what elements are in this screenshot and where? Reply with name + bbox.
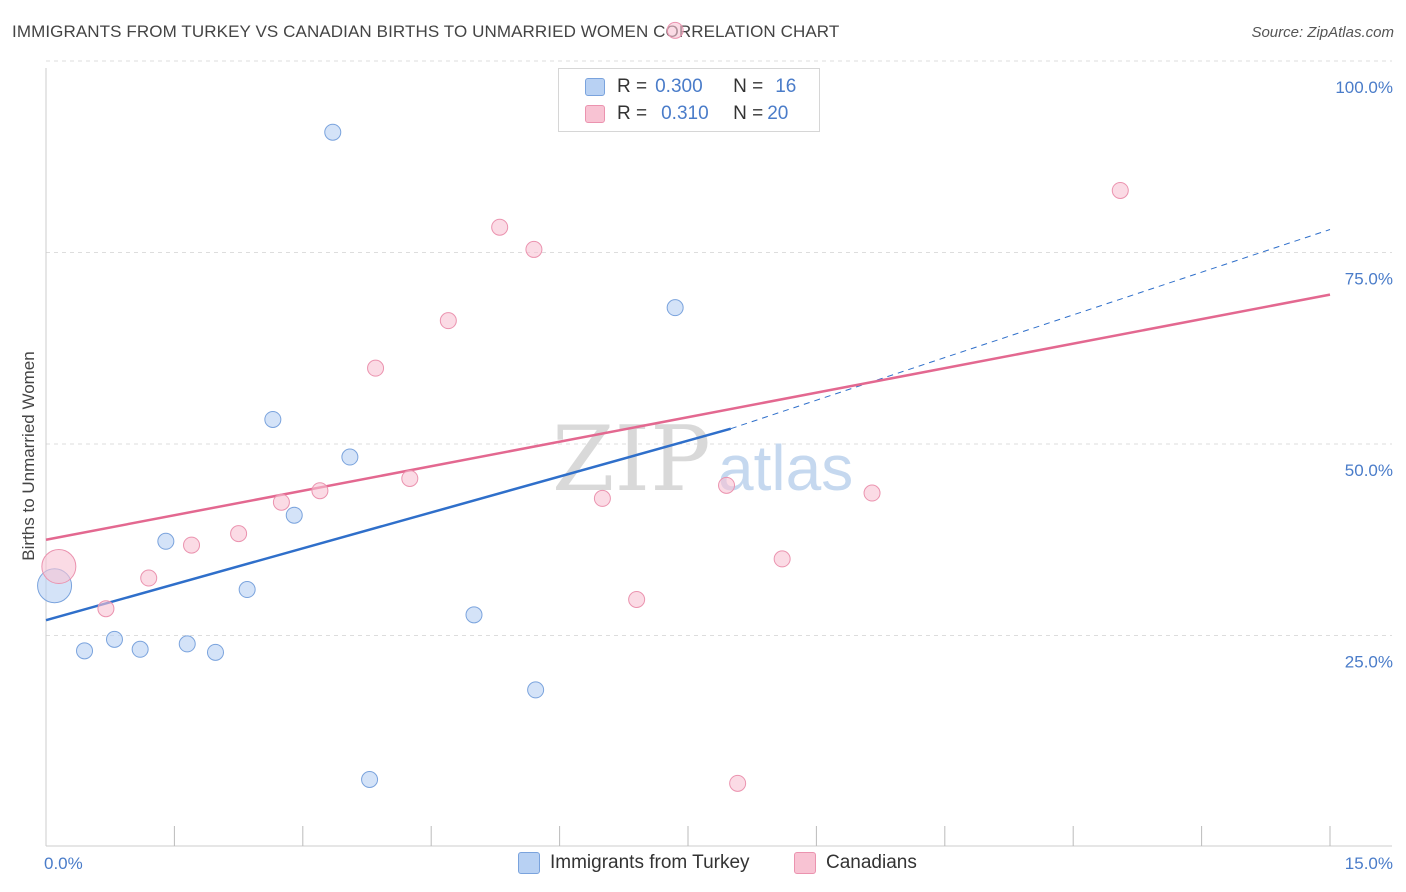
- trend-layer: [45, 229, 1331, 622]
- legend-n-value: 20: [767, 102, 789, 124]
- data-point-turkey: [76, 642, 94, 660]
- data-point-turkey: [178, 635, 196, 653]
- data-point-canadians: [628, 590, 646, 608]
- legend-swatch-blue: [585, 77, 605, 96]
- trend-line-canadians: [45, 293, 1331, 541]
- data-point-canadians: [311, 482, 329, 500]
- bottom-legend-label: Canadians: [826, 852, 917, 873]
- data-point-canadians: [367, 359, 385, 377]
- y-tick-label: 100.0%: [1335, 78, 1393, 97]
- data-point-turkey: [361, 771, 379, 789]
- trend-line-turkey: [45, 427, 732, 622]
- legend-n-value: 16: [775, 75, 797, 97]
- axes-layer: [45, 68, 1392, 847]
- data-point-canadians: [401, 469, 419, 487]
- data-point-canadians: [183, 536, 201, 554]
- data-point-canadians: [140, 569, 158, 587]
- data-point-canadians: [593, 489, 611, 507]
- watermark: ZIP atlas: [552, 407, 853, 512]
- legend-r-value: 0.310: [661, 102, 709, 124]
- grid-layer: [46, 60, 1392, 636]
- trend-line-turkey-extrapolated: [730, 229, 1331, 430]
- bottom-legend-swatch-blue: [518, 852, 540, 874]
- data-point-canadians: [863, 484, 881, 502]
- x-tick-label: 0.0%: [44, 854, 83, 873]
- data-point-canadians: [97, 600, 115, 618]
- legend-row-canadians: R = 0.310 N = 20: [559, 100, 788, 127]
- bottom-legend-label: Immigrants from Turkey: [550, 852, 750, 873]
- data-point-canadians: [230, 525, 248, 543]
- correlation-legend: R = 0.300 N = 16 R = 0.310 N = 20: [558, 68, 820, 132]
- data-point-canadians: [41, 549, 77, 585]
- data-point-canadians: [439, 312, 457, 330]
- chart-title: IMMIGRANTS FROM TURKEY VS CANADIAN BIRTH…: [12, 22, 840, 41]
- legend-n-label: N =: [733, 75, 764, 97]
- legend-n-label: N =: [733, 102, 764, 124]
- data-point-turkey: [666, 299, 684, 317]
- y-axis-label: Births to Unmarried Women: [19, 351, 38, 560]
- data-point-canadians: [718, 476, 736, 494]
- data-point-canadians: [1111, 181, 1129, 199]
- data-point-turkey: [465, 606, 483, 624]
- legend-r-label: R =: [617, 75, 648, 97]
- data-point-canadians: [491, 218, 509, 236]
- data-point-canadians: [525, 240, 543, 258]
- legend-r-value: 0.300: [655, 75, 703, 97]
- legend-swatch-pink: [585, 104, 605, 123]
- data-point-canadians: [272, 493, 290, 511]
- y-tick-label: 50.0%: [1345, 461, 1393, 480]
- points-layer: [37, 21, 1129, 792]
- watermark-zip: ZIP: [552, 407, 711, 512]
- data-point-canadians: [773, 550, 791, 568]
- x-tick-label: 15.0%: [1345, 854, 1393, 873]
- bottom-legend-canadians: Canadians: [794, 852, 917, 874]
- watermark-atlas: atlas: [718, 432, 853, 504]
- data-point-turkey: [157, 532, 175, 550]
- data-point-turkey: [324, 123, 342, 141]
- data-point-canadians: [666, 21, 684, 39]
- data-point-turkey: [206, 643, 224, 661]
- data-point-canadians: [729, 774, 747, 792]
- data-point-turkey: [105, 630, 123, 648]
- data-point-turkey: [238, 581, 256, 599]
- y-tick-label: 75.0%: [1345, 270, 1393, 289]
- ticks-layer: 25.0% 50.0% 75.0% 100.0% 0.0% 15.0%: [44, 78, 1393, 873]
- legend-row-turkey: R = 0.300 N = 16: [559, 73, 796, 100]
- source-label: Source: ZipAtlas.com: [1251, 24, 1394, 41]
- bottom-legend-swatch-pink: [794, 852, 816, 874]
- data-point-turkey: [264, 410, 282, 428]
- bottom-legend-turkey: Immigrants from Turkey: [518, 852, 750, 874]
- y-tick-label: 25.0%: [1345, 653, 1393, 672]
- data-point-turkey: [285, 506, 303, 524]
- data-point-turkey: [527, 681, 545, 699]
- data-point-turkey: [131, 640, 149, 658]
- legend-r-label: R =: [617, 102, 648, 124]
- data-point-turkey: [341, 448, 359, 466]
